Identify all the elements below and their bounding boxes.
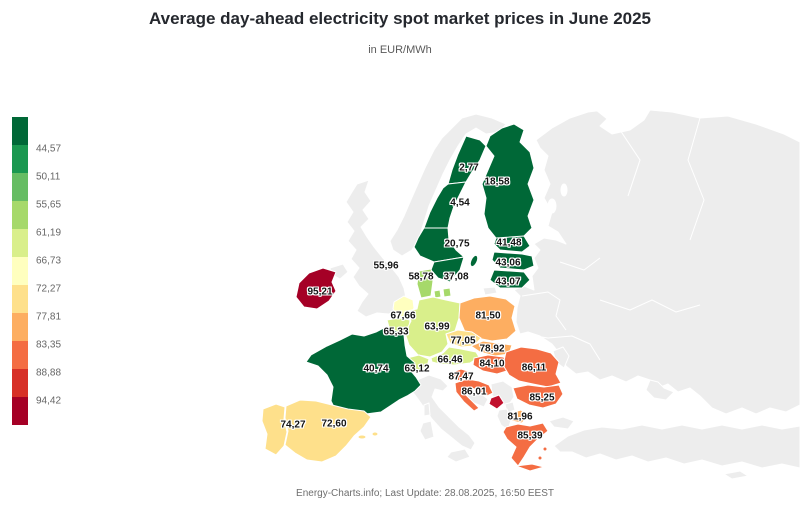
legend-swatch-5 [12,257,28,285]
crete[interactable] [515,463,545,472]
legend-tick-2: 55,65 [36,199,62,211]
country-bulgaria[interactable] [512,384,564,409]
country-estonia[interactable] [493,235,531,253]
legend-tick-1: 50,11 [36,171,61,183]
legend-swatch-10 [12,397,28,425]
country-portugal[interactable] [261,403,288,456]
country-denmark-funen[interactable] [433,289,442,299]
sicily [446,448,471,463]
page-title: Average day-ahead electricity spot marke… [148,9,652,28]
attribution-footer: Energy-Charts.info; Last Update: 28.08.2… [296,488,554,499]
sardinia [419,420,435,441]
corsica [423,402,431,417]
country-sweden-se1[interactable] [447,135,487,185]
legend-swatch-6 [12,285,28,313]
country-great-britain[interactable] [345,179,407,318]
legend-tick-0: 44,57 [36,143,62,155]
country-slovakia[interactable] [470,340,513,357]
country-finland[interactable] [481,123,535,243]
country-italy [410,374,476,451]
cyprus [723,470,749,480]
turkey-thrace [548,416,575,430]
legend-swatch-3 [12,201,28,229]
lake-onega [560,183,568,197]
legend-tick-3: 61,19 [36,227,62,239]
legend-tick-6: 77,81 [36,311,62,323]
country-montenegro[interactable] [488,394,505,410]
aegean-island [542,446,548,452]
country-denmark-zealand[interactable] [442,287,452,298]
legend-tick-9: 94,42 [36,395,62,407]
country-czechia[interactable] [445,329,482,348]
white-sea [595,105,651,127]
aegean-island-2 [537,455,543,461]
country-ireland[interactable] [295,267,337,310]
legend-tick-labels: 44,57 50,11 55,65 61,19 66,73 72,27 77,81 83,35… [36,117,76,437]
legend-color-scale [12,117,28,425]
legend-swatch-4 [12,229,28,257]
legend-swatch-2 [12,173,28,201]
country-lithuania[interactable] [489,269,531,289]
country-france[interactable] [305,326,422,415]
kaliningrad [482,286,498,296]
crimea [645,379,675,401]
balearic-island [357,434,367,440]
country-russia-east-mass [513,109,800,415]
legend-swatch-1 [12,145,28,173]
internal-borders-russia [521,117,705,361]
country-spain[interactable] [284,399,372,463]
legend-swatch-0 [12,117,28,145]
country-croatia[interactable] [454,378,494,412]
country-germany[interactable] [404,296,461,358]
legend-tick-5: 72,27 [36,283,62,295]
country-north-macedonia[interactable] [509,409,529,424]
country-latvia[interactable] [491,251,535,271]
gotland[interactable] [469,254,480,268]
country-denmark-jutland[interactable] [416,268,434,299]
legend-tick-7: 83,35 [36,339,62,351]
lake-ladoga [547,198,557,214]
legend-tick-4: 66,73 [36,255,62,267]
legend-swatch-9 [12,369,28,397]
country-sweden-se3[interactable] [413,227,465,263]
country-romania[interactable] [502,346,562,388]
country-turkey [553,424,800,469]
page-subtitle: in EUR/MWh [368,44,432,56]
balearic-island-2 [371,431,379,437]
legend-tick-8: 88,88 [36,367,62,379]
country-greece[interactable] [502,422,549,467]
legend-swatch-8 [12,341,28,369]
legend-swatch-7 [12,313,28,341]
